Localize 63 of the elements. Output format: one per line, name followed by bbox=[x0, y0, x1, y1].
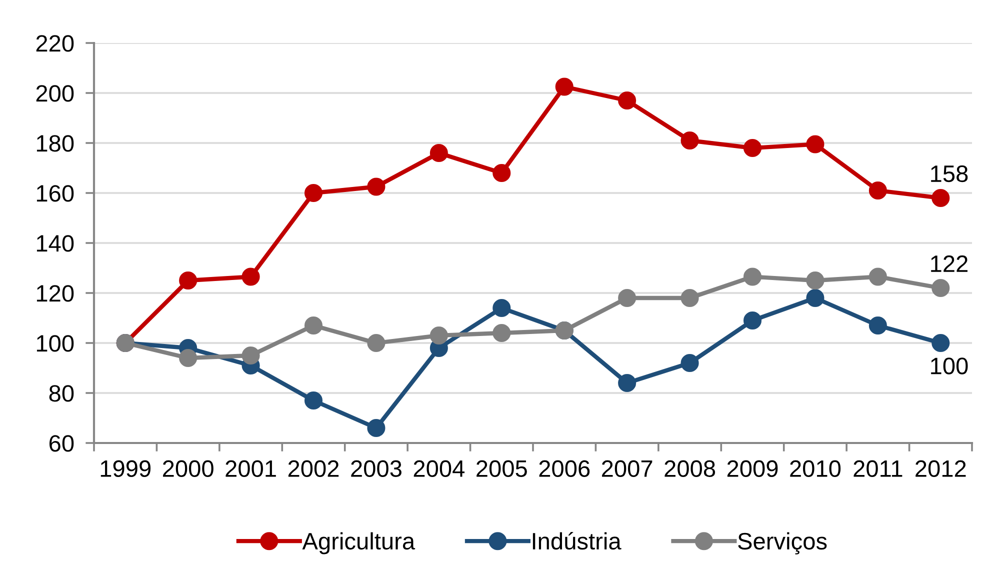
point bbox=[806, 135, 824, 154]
y-tick-label: 200 bbox=[36, 85, 74, 102]
point bbox=[743, 268, 762, 286]
legend-label: Agricultura bbox=[302, 532, 416, 554]
point bbox=[242, 346, 260, 365]
point bbox=[304, 184, 323, 202]
point bbox=[492, 298, 511, 318]
y-tick-label: 120 bbox=[36, 285, 74, 302]
x-tick-label: 2006 bbox=[539, 460, 590, 478]
legend-label: Serviços bbox=[738, 532, 827, 554]
x-tick-label: 2001 bbox=[226, 460, 276, 478]
point bbox=[680, 131, 699, 150]
x-tick-label: 2011 bbox=[854, 460, 902, 478]
x-tick-label: 2010 bbox=[790, 460, 841, 478]
y-tick-label: 160 bbox=[36, 185, 74, 202]
y-tick-label: 180 bbox=[36, 135, 74, 152]
point bbox=[932, 334, 950, 352]
point bbox=[743, 138, 762, 158]
x-tick-label: 2005 bbox=[476, 460, 527, 478]
point bbox=[806, 288, 824, 308]
point bbox=[806, 271, 824, 290]
point bbox=[179, 348, 198, 368]
point bbox=[179, 271, 198, 290]
point bbox=[430, 326, 448, 345]
point bbox=[618, 91, 636, 110]
point bbox=[492, 324, 511, 342]
x-tick-label: 2009 bbox=[727, 460, 778, 478]
point bbox=[367, 418, 386, 438]
data-label: 100 bbox=[931, 358, 968, 374]
data-label: 158 bbox=[931, 165, 968, 182]
y-tick-label: 80 bbox=[49, 385, 74, 402]
x-tick-label: 2004 bbox=[414, 460, 465, 478]
x-tick-label: 2008 bbox=[664, 460, 716, 478]
x-tick-label: 2002 bbox=[288, 460, 339, 478]
y-tick-label: 220 bbox=[36, 35, 74, 52]
point bbox=[868, 316, 887, 335]
point bbox=[492, 164, 511, 182]
point bbox=[304, 316, 323, 335]
y-tick-label: 140 bbox=[36, 235, 74, 252]
x-tick-label: 2003 bbox=[351, 460, 402, 478]
legend-label: Indústria bbox=[532, 532, 622, 550]
point bbox=[868, 181, 887, 200]
point bbox=[932, 188, 950, 208]
x-tick-label: 2000 bbox=[163, 460, 214, 478]
point bbox=[430, 144, 448, 162]
point bbox=[618, 288, 636, 308]
x-tick-label: 1999 bbox=[100, 460, 151, 478]
point bbox=[242, 268, 260, 286]
point bbox=[367, 334, 386, 352]
y-tick-label: 60 bbox=[49, 435, 74, 452]
data-label: 122 bbox=[931, 255, 968, 272]
point bbox=[932, 278, 950, 298]
x-tick-label: 2012 bbox=[916, 460, 966, 478]
point bbox=[618, 374, 636, 392]
point bbox=[680, 354, 699, 372]
y-tick-label: 100 bbox=[36, 335, 74, 352]
point bbox=[868, 268, 887, 286]
point bbox=[555, 78, 574, 96]
x-tick-label: 2007 bbox=[602, 460, 652, 478]
point bbox=[367, 178, 386, 196]
point bbox=[680, 288, 699, 308]
point bbox=[743, 311, 762, 330]
point bbox=[304, 391, 323, 410]
